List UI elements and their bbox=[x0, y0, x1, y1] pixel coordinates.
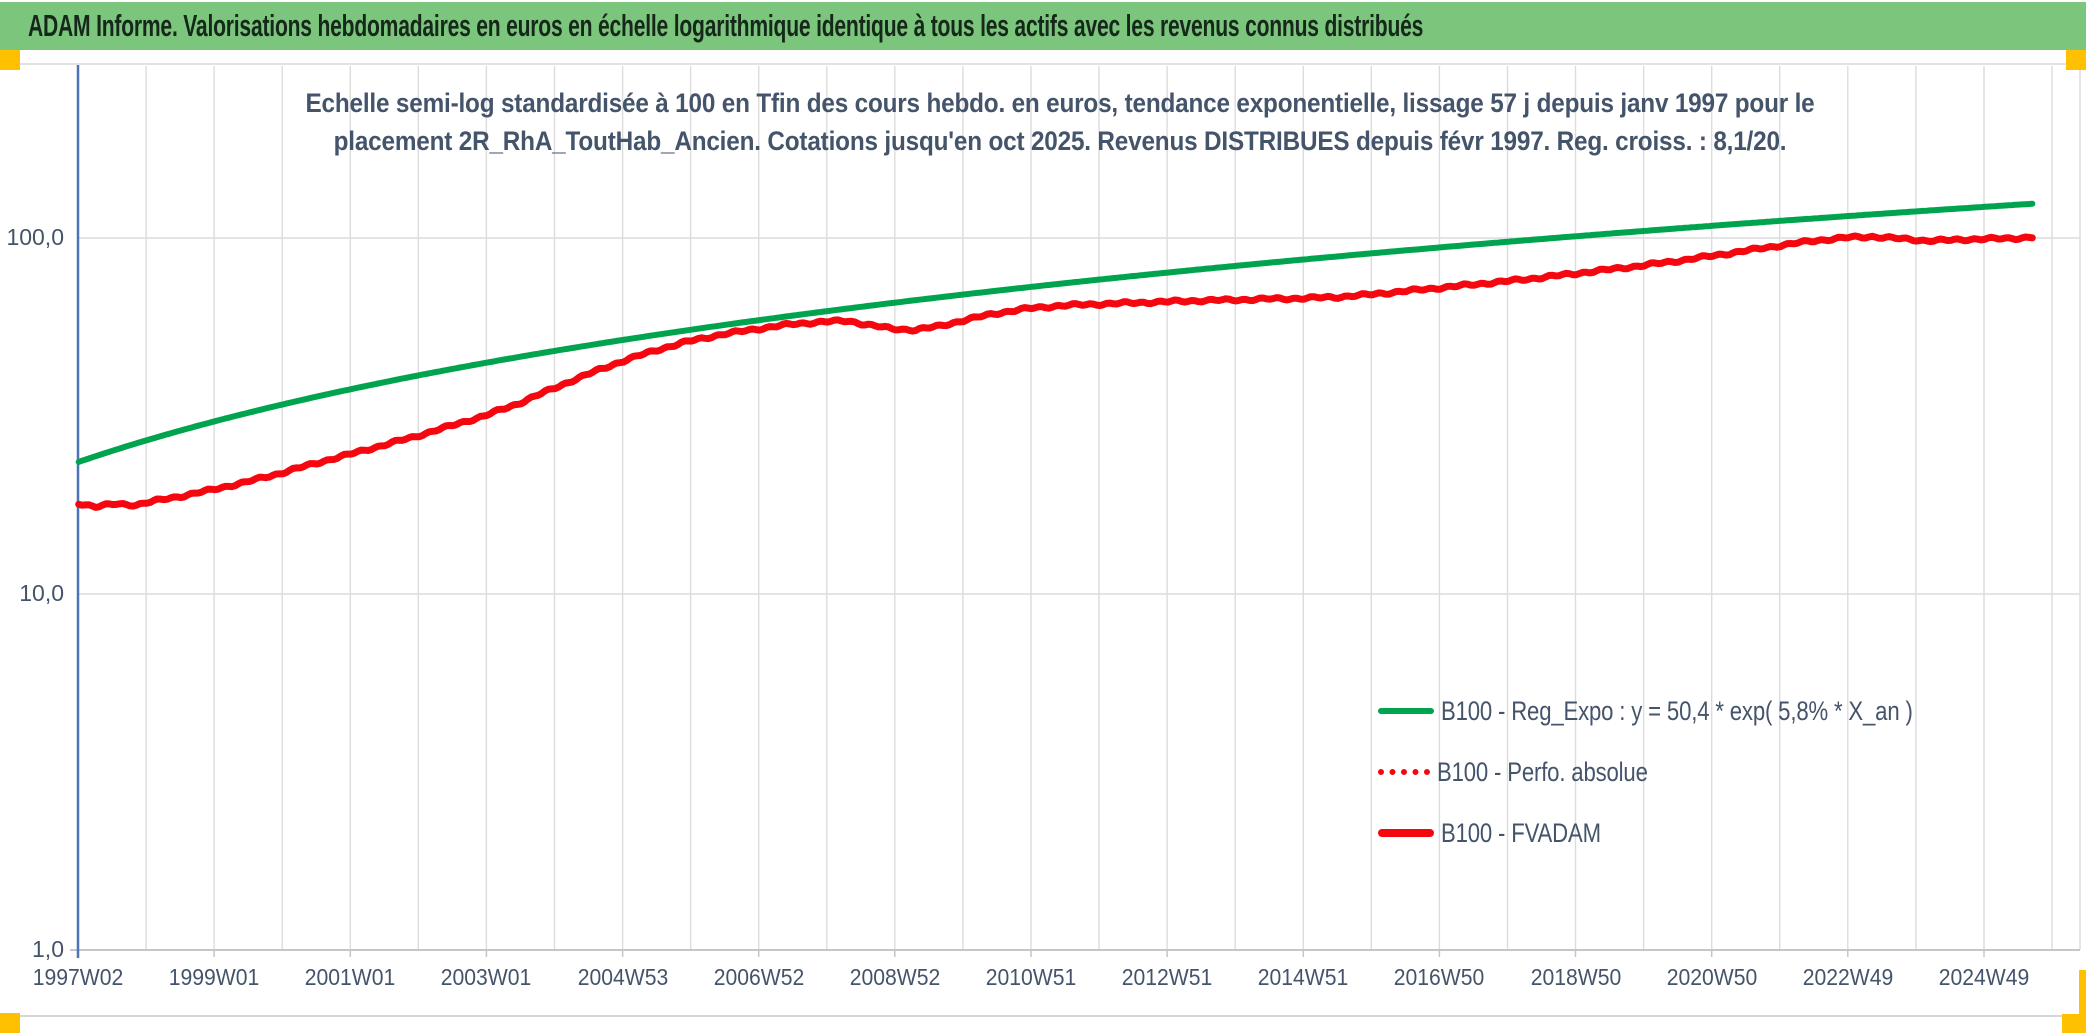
x-axis-tick-label: 2020W50 bbox=[1666, 964, 1757, 990]
chart-subtitle-line1: Echelle semi-log standardisée à 100 en T… bbox=[305, 88, 1815, 118]
x-axis-tick-label: 1997W02 bbox=[32, 964, 124, 990]
legend-label: B100 - FVADAM bbox=[1441, 817, 1601, 848]
corner-marker-right-sliver bbox=[2079, 970, 2086, 1016]
series-line-1 bbox=[75, 233, 2036, 511]
x-axis-tick-label: 2022W49 bbox=[1802, 964, 1894, 990]
report-title: ADAM Informe. Valorisations hebdomadaire… bbox=[28, 8, 1424, 43]
x-axis-tick-label: 2018W50 bbox=[1530, 964, 1621, 990]
legend-item: B100 - FVADAM bbox=[1378, 816, 1636, 850]
x-axis-tick-label: 2014W51 bbox=[1257, 964, 1349, 990]
y-axis-tick-label: 10,0 bbox=[19, 580, 64, 606]
corner-marker-bottom-left bbox=[0, 1013, 20, 1033]
x-axis-tick-label: 2024W49 bbox=[1938, 964, 2030, 990]
legend-swatch-red-dotted bbox=[1378, 769, 1430, 775]
x-axis-tick-label: 1999W01 bbox=[168, 964, 260, 990]
x-axis-tick-label: 2006W52 bbox=[713, 964, 804, 990]
legend-item: B100 - Reg_Expo : y = 50,4 * exp( 5,8% *… bbox=[1378, 694, 2016, 728]
chart-bottom-border bbox=[0, 1015, 2086, 1017]
corner-marker-bottom-right bbox=[2062, 1014, 2086, 1033]
x-axis-tick-label: 2012W51 bbox=[1121, 964, 1213, 990]
chart-top-border bbox=[0, 63, 2086, 65]
chart-subtitle: Echelle semi-log standardisée à 100 en T… bbox=[268, 84, 1852, 160]
header-bar: ADAM Informe. Valorisations hebdomadaire… bbox=[0, 2, 2086, 50]
x-axis-tick-label: 2004W53 bbox=[577, 964, 668, 990]
legend-item: B100 - Perfo. absolue bbox=[1378, 755, 1694, 789]
corner-marker-top-left bbox=[0, 50, 20, 70]
corner-marker-top-right bbox=[2066, 50, 2086, 70]
legend-label: B100 - Reg_Expo : y = 50,4 * exp( 5,8% *… bbox=[1441, 695, 1913, 726]
x-axis-tick-label: 2001W01 bbox=[304, 964, 396, 990]
legend-swatch-green-solid bbox=[1378, 708, 1434, 714]
y-axis-tick-label: 100,0 bbox=[6, 224, 64, 250]
y-axis-tick-label: 1,0 bbox=[32, 936, 64, 962]
x-axis-tick-label: 2016W50 bbox=[1394, 964, 1485, 990]
x-axis-tick-label: 2003W01 bbox=[441, 964, 532, 990]
legend-swatch-red-solid bbox=[1378, 829, 1434, 837]
series-line-0 bbox=[75, 200, 2036, 465]
chart-subtitle-line2: placement 2R_RhA_ToutHab_Ancien. Cotatio… bbox=[333, 126, 1787, 156]
legend-label: B100 - Perfo. absolue bbox=[1437, 756, 1648, 787]
x-axis-tick-label: 2008W52 bbox=[849, 964, 941, 990]
series-line-2 bbox=[75, 232, 2036, 511]
x-axis-tick-label: 2010W51 bbox=[985, 964, 1077, 990]
